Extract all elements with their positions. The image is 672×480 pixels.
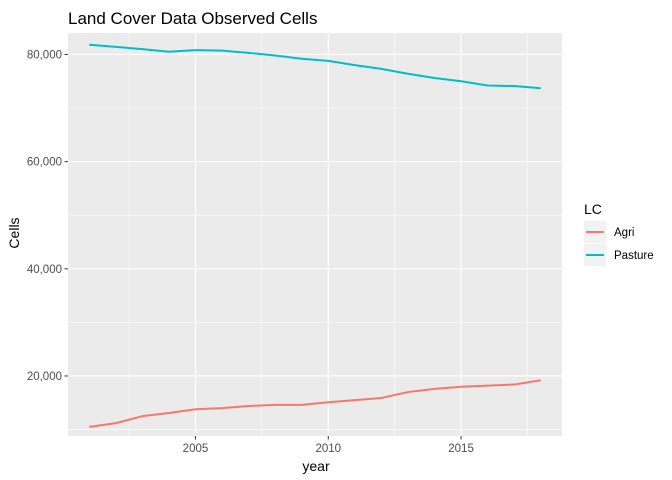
y-tick-label: 40,000 [27, 264, 62, 276]
x-tick-label: 2010 [315, 443, 341, 455]
minor-gridlines [68, 33, 562, 436]
series-layer [89, 43, 541, 428]
plot-panel [68, 33, 562, 436]
legend-label-pasture: Pasture [614, 250, 654, 262]
x-tick-label: 2005 [183, 443, 209, 455]
x-axis: 2005 2010 2015 [183, 436, 474, 455]
major-gridlines [68, 33, 562, 436]
x-axis-title: year [302, 458, 330, 474]
y-axis: 20,000 40,000 60,000 80,000 [27, 49, 68, 383]
y-tick-label: 20,000 [27, 371, 62, 383]
y-axis-title: Cells [6, 217, 22, 248]
series-line-pasture [89, 43, 541, 90]
y-tick-label: 80,000 [27, 49, 62, 61]
legend-label-agri: Agri [614, 227, 634, 239]
legend: LC Agri Pasture [584, 201, 654, 266]
legend-title: LC [584, 201, 602, 217]
series-line-agri [89, 379, 541, 428]
chart-title: Land Cover Data Observed Cells [68, 9, 317, 28]
x-tick-label: 2015 [448, 443, 474, 455]
y-tick-label: 60,000 [27, 157, 62, 169]
